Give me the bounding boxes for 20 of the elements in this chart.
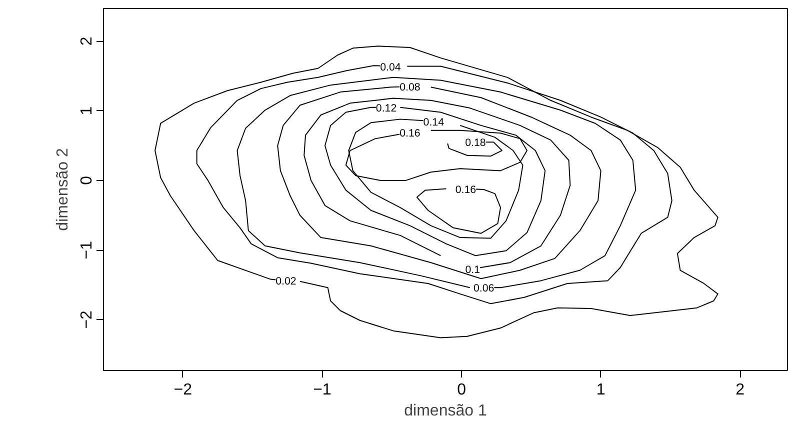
series-label: 0.02: [276, 276, 296, 288]
series-label: 0.16: [400, 127, 420, 140]
line-series: [154, 46, 718, 338]
y-tick-label: −1: [78, 240, 96, 260]
series-label: 0.18: [465, 137, 486, 150]
y-tick-label: 2: [78, 36, 96, 46]
series-label: 0.06: [473, 282, 494, 295]
x-tick-label: 2: [736, 382, 745, 398]
x-tick-label: 0: [457, 382, 466, 398]
x-tick-label: −1: [313, 382, 332, 398]
series-label: 0.16: [455, 184, 476, 196]
x-tick-label: 1: [596, 382, 606, 398]
y-tick-label: 0: [78, 176, 96, 185]
x-axis-title: dimensão 1: [404, 402, 487, 420]
y-axis-title: dimensão 2: [54, 148, 72, 231]
series-label: 0.04: [380, 61, 401, 74]
x-tick-label: −2: [174, 382, 192, 398]
series-label: 0.08: [400, 81, 420, 94]
y-tick-label: 1: [78, 106, 96, 116]
y-tick-label: −2: [78, 310, 96, 329]
